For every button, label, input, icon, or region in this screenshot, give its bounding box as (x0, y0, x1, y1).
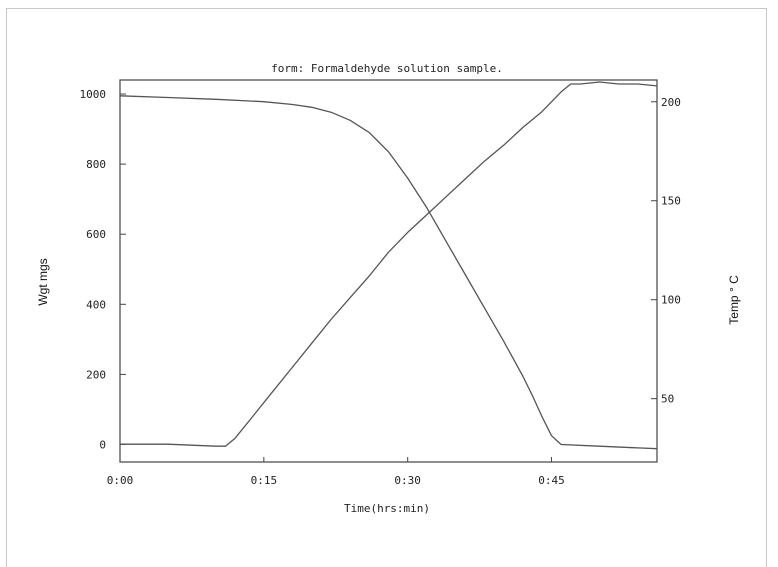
y-left-tick-label: 1000 (80, 88, 107, 101)
plot-frame (119, 79, 658, 463)
x-tick-label: 0:00 (107, 474, 134, 487)
y-left-tick-label: 800 (86, 158, 106, 171)
y-right-tick-label: 100 (661, 294, 681, 307)
weight-series-line (119, 95, 658, 450)
chart-title: form: Formaldehyde solution sample. (271, 62, 503, 75)
x-tick-label: 0:30 (394, 474, 421, 487)
plot-area: 1000 800 600 400 200 0 200 150 100 50 0:00 0:15 0:30… (80, 79, 681, 487)
y-right-tick-label: 200 (661, 96, 681, 109)
figure-border (6, 8, 767, 567)
x-axis-label: Time(hrs:min) (344, 502, 430, 515)
x-tick-label: 0:45 (538, 474, 565, 487)
y-left-tick-label: 600 (86, 228, 106, 241)
temperature-series-line (120, 81, 658, 447)
y-left-tick-label: 400 (86, 298, 106, 311)
x-tick-label: 0:15 (251, 474, 278, 487)
y-right-tick-label: 150 (661, 195, 681, 208)
y-right-tick-label: 50 (661, 393, 674, 406)
y-axis-right-label: Temp ° C (727, 275, 741, 325)
y-left-tick-label: 200 (86, 368, 106, 381)
y-axis-left-label: Wgt mgs (36, 258, 50, 305)
y-left-tick-label: 0 (99, 438, 106, 451)
